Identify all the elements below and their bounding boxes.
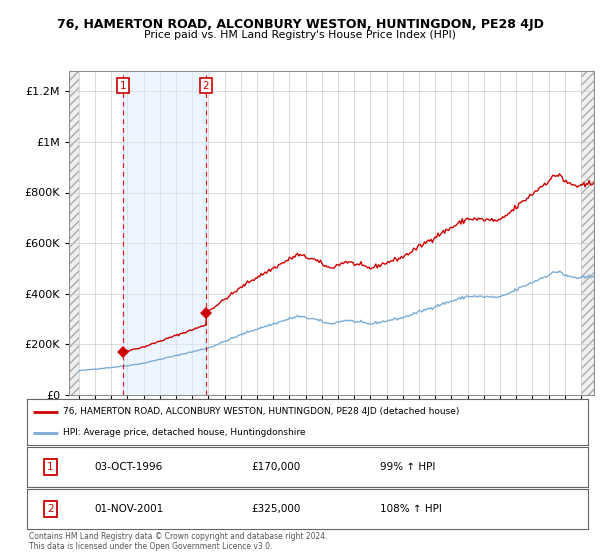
Bar bbox=[69, 71, 79, 395]
Text: 2: 2 bbox=[202, 81, 209, 91]
Text: Price paid vs. HM Land Registry's House Price Index (HPI): Price paid vs. HM Land Registry's House … bbox=[144, 30, 456, 40]
Text: 108% ↑ HPI: 108% ↑ HPI bbox=[380, 504, 442, 514]
Text: HPI: Average price, detached house, Huntingdonshire: HPI: Average price, detached house, Hunt… bbox=[64, 428, 306, 437]
Bar bbox=[123, 71, 206, 395]
Text: 1: 1 bbox=[120, 81, 127, 91]
Text: Contains HM Land Registry data © Crown copyright and database right 2024.
This d: Contains HM Land Registry data © Crown c… bbox=[29, 532, 328, 552]
Text: 1: 1 bbox=[47, 462, 54, 472]
Text: 76, HAMERTON ROAD, ALCONBURY WESTON, HUNTINGDON, PE28 4JD: 76, HAMERTON ROAD, ALCONBURY WESTON, HUN… bbox=[56, 18, 544, 31]
Text: 03-OCT-1996: 03-OCT-1996 bbox=[94, 462, 163, 472]
Bar bbox=[581, 71, 594, 395]
Text: 2: 2 bbox=[47, 504, 54, 514]
Bar bbox=[69, 71, 79, 395]
Text: 01-NOV-2001: 01-NOV-2001 bbox=[94, 504, 164, 514]
Text: £170,000: £170,000 bbox=[251, 462, 301, 472]
Text: £325,000: £325,000 bbox=[251, 504, 301, 514]
Text: 76, HAMERTON ROAD, ALCONBURY WESTON, HUNTINGDON, PE28 4JD (detached house): 76, HAMERTON ROAD, ALCONBURY WESTON, HUN… bbox=[64, 407, 460, 416]
Text: 99% ↑ HPI: 99% ↑ HPI bbox=[380, 462, 436, 472]
Bar bbox=[581, 71, 594, 395]
